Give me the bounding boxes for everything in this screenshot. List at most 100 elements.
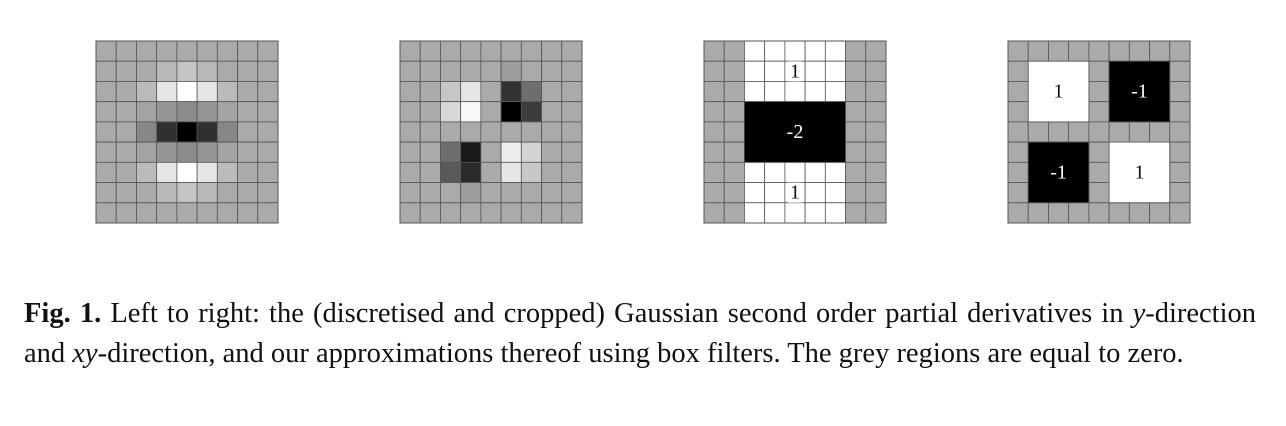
box-filter-dyy-cell bbox=[824, 81, 846, 103]
box-filter-dxy-cell bbox=[1027, 162, 1049, 183]
gaussian-dyy-cell bbox=[176, 101, 198, 123]
gaussian-dxy-cell bbox=[520, 60, 542, 82]
figure-label: Fig. 1. bbox=[24, 298, 102, 329]
gaussian-dyy-cell bbox=[257, 182, 279, 204]
box-filter-dxy-cell bbox=[1169, 60, 1191, 82]
box-filter-dyy-cell bbox=[764, 60, 786, 82]
gaussian-dxy-cell bbox=[419, 141, 441, 163]
gaussian-dxy-cell bbox=[520, 121, 542, 143]
box-filter-dxy-cell bbox=[1169, 141, 1191, 163]
gaussian-dxy-cell bbox=[500, 101, 522, 123]
box-filter-dxy-cell bbox=[1007, 202, 1029, 224]
box-filter-dxy-cell bbox=[1048, 40, 1070, 62]
box-filter-dyy-cell bbox=[703, 182, 725, 204]
gaussian-dxy-cell bbox=[440, 202, 462, 224]
box-filter-dyy-cell bbox=[703, 202, 725, 224]
gaussian-dyy-cell bbox=[115, 161, 137, 183]
gaussian-dxy-cell bbox=[561, 141, 583, 163]
box-filter-dxy-cell bbox=[1088, 121, 1110, 143]
gaussian-dxy-cell bbox=[500, 182, 522, 204]
box-filter-dyy-cell bbox=[845, 182, 867, 204]
box-filter-dxy-cell bbox=[1128, 202, 1150, 224]
dxy-bottom-left-weight-region bbox=[1027, 141, 1090, 204]
gaussian-dxy-cell bbox=[399, 141, 421, 163]
gaussian-dyy-cell bbox=[136, 81, 158, 103]
gaussian-dyy-cell bbox=[196, 60, 218, 82]
gaussian-dxy-cell bbox=[500, 141, 522, 163]
gaussian-dxy-cell bbox=[500, 202, 522, 224]
box-filter-dxy-cell bbox=[1048, 121, 1070, 143]
gaussian-dxy-cell bbox=[440, 60, 462, 82]
box-filter-dxy-cell bbox=[1129, 141, 1150, 163]
box-filter-dyy-cell bbox=[784, 40, 806, 62]
gaussian-dxy-cell bbox=[561, 60, 583, 82]
box-filter-dyy-cell bbox=[845, 60, 867, 82]
box-filter-dyy-cell bbox=[865, 182, 887, 204]
panel-gaussian-dyy bbox=[95, 40, 279, 224]
gaussian-dxy-cell bbox=[460, 40, 482, 62]
box-filter-dyy-cell bbox=[744, 60, 766, 82]
gaussian-dyy-cell bbox=[115, 182, 137, 204]
gaussian-dxy-cell bbox=[541, 81, 563, 103]
box-filter-dyy-cell bbox=[764, 182, 786, 204]
gaussian-dxy-cell bbox=[541, 141, 563, 163]
gaussian-dyy-cell bbox=[156, 101, 178, 123]
box-filter-dxy-cell bbox=[1108, 60, 1130, 82]
box-filter-dxy-cell bbox=[1048, 101, 1069, 123]
gaussian-dyy-cell bbox=[196, 182, 218, 204]
gaussian-dxy-cell bbox=[419, 60, 441, 82]
gaussian-dxy-cell bbox=[480, 40, 502, 62]
gaussian-dyy-cell bbox=[196, 202, 218, 224]
gaussian-dyy-cell bbox=[136, 202, 158, 224]
gaussian-dxy-cell bbox=[561, 81, 583, 103]
box-filter-dxy-cell bbox=[1007, 182, 1029, 204]
gaussian-dyy-cell bbox=[196, 161, 218, 183]
box-filter-dxy-cell bbox=[1007, 40, 1029, 62]
box-filter-dyy-cell bbox=[744, 202, 766, 224]
box-filter-dxy-cell bbox=[1068, 101, 1090, 123]
gaussian-dxy-cell bbox=[440, 101, 462, 123]
box-filter-dyy-cell bbox=[703, 60, 725, 82]
gaussian-dyy-cell bbox=[216, 202, 238, 224]
box-filter-dyy-cell bbox=[824, 182, 846, 204]
gaussian-dyy-cell bbox=[136, 141, 158, 163]
gaussian-dyy-cell bbox=[237, 161, 259, 183]
gaussian-dyy-cell bbox=[257, 40, 279, 62]
gaussian-dxy-cell bbox=[460, 60, 482, 82]
gaussian-dxy-cell bbox=[520, 182, 542, 204]
box-filter-dyy-cell bbox=[703, 40, 725, 62]
gaussian-dxy-cell bbox=[440, 81, 462, 103]
dxy-top-left-weight-label: 1 bbox=[1054, 81, 1064, 103]
box-filter-dyy-cell bbox=[845, 101, 867, 123]
gaussian-dyy-cell bbox=[176, 182, 198, 204]
gaussian-dxy-cell bbox=[541, 101, 563, 123]
box-filter-dyy-cell bbox=[824, 40, 846, 62]
gaussian-dxy-cell bbox=[440, 141, 462, 163]
box-filter-dyy-cell bbox=[804, 60, 826, 82]
box-filter-dxy-cell bbox=[1169, 40, 1191, 62]
box-filter-dyy-cell bbox=[804, 141, 826, 163]
box-filter-dyy-cell bbox=[845, 40, 867, 62]
box-filter-dyy-cell bbox=[744, 121, 765, 143]
box-filter-dxy-cell bbox=[1149, 101, 1171, 123]
box-filter-dyy-cell bbox=[784, 101, 806, 123]
box-filter-dxy-cell bbox=[1108, 121, 1130, 143]
gaussian-dyy-cell bbox=[95, 202, 117, 224]
gaussian-dxy-cell bbox=[541, 161, 563, 183]
gaussian-dxy-cell bbox=[419, 182, 441, 204]
gaussian-dyy-cell bbox=[156, 40, 178, 62]
box-filter-dxy-cell bbox=[1007, 161, 1029, 183]
gaussian-dxy-cell bbox=[399, 60, 421, 82]
box-filter-dxy-cell bbox=[1068, 81, 1090, 102]
gaussian-dxy-cell bbox=[480, 81, 502, 103]
box-filter-dyy-cell bbox=[723, 141, 745, 163]
box-filter-dxy-cell bbox=[1048, 182, 1069, 204]
box-filter-dyy-cell bbox=[703, 121, 725, 143]
box-filter-dxy-cell bbox=[1007, 101, 1029, 123]
gaussian-dyy-cell bbox=[237, 141, 259, 163]
gaussian-dxy-cell bbox=[460, 101, 482, 123]
box-filter-dyy-cell bbox=[804, 40, 826, 62]
box-filter-dxy-cell bbox=[1149, 162, 1171, 183]
box-filter-dyy-cell bbox=[804, 161, 826, 183]
gaussian-dyy-cell bbox=[216, 141, 238, 163]
